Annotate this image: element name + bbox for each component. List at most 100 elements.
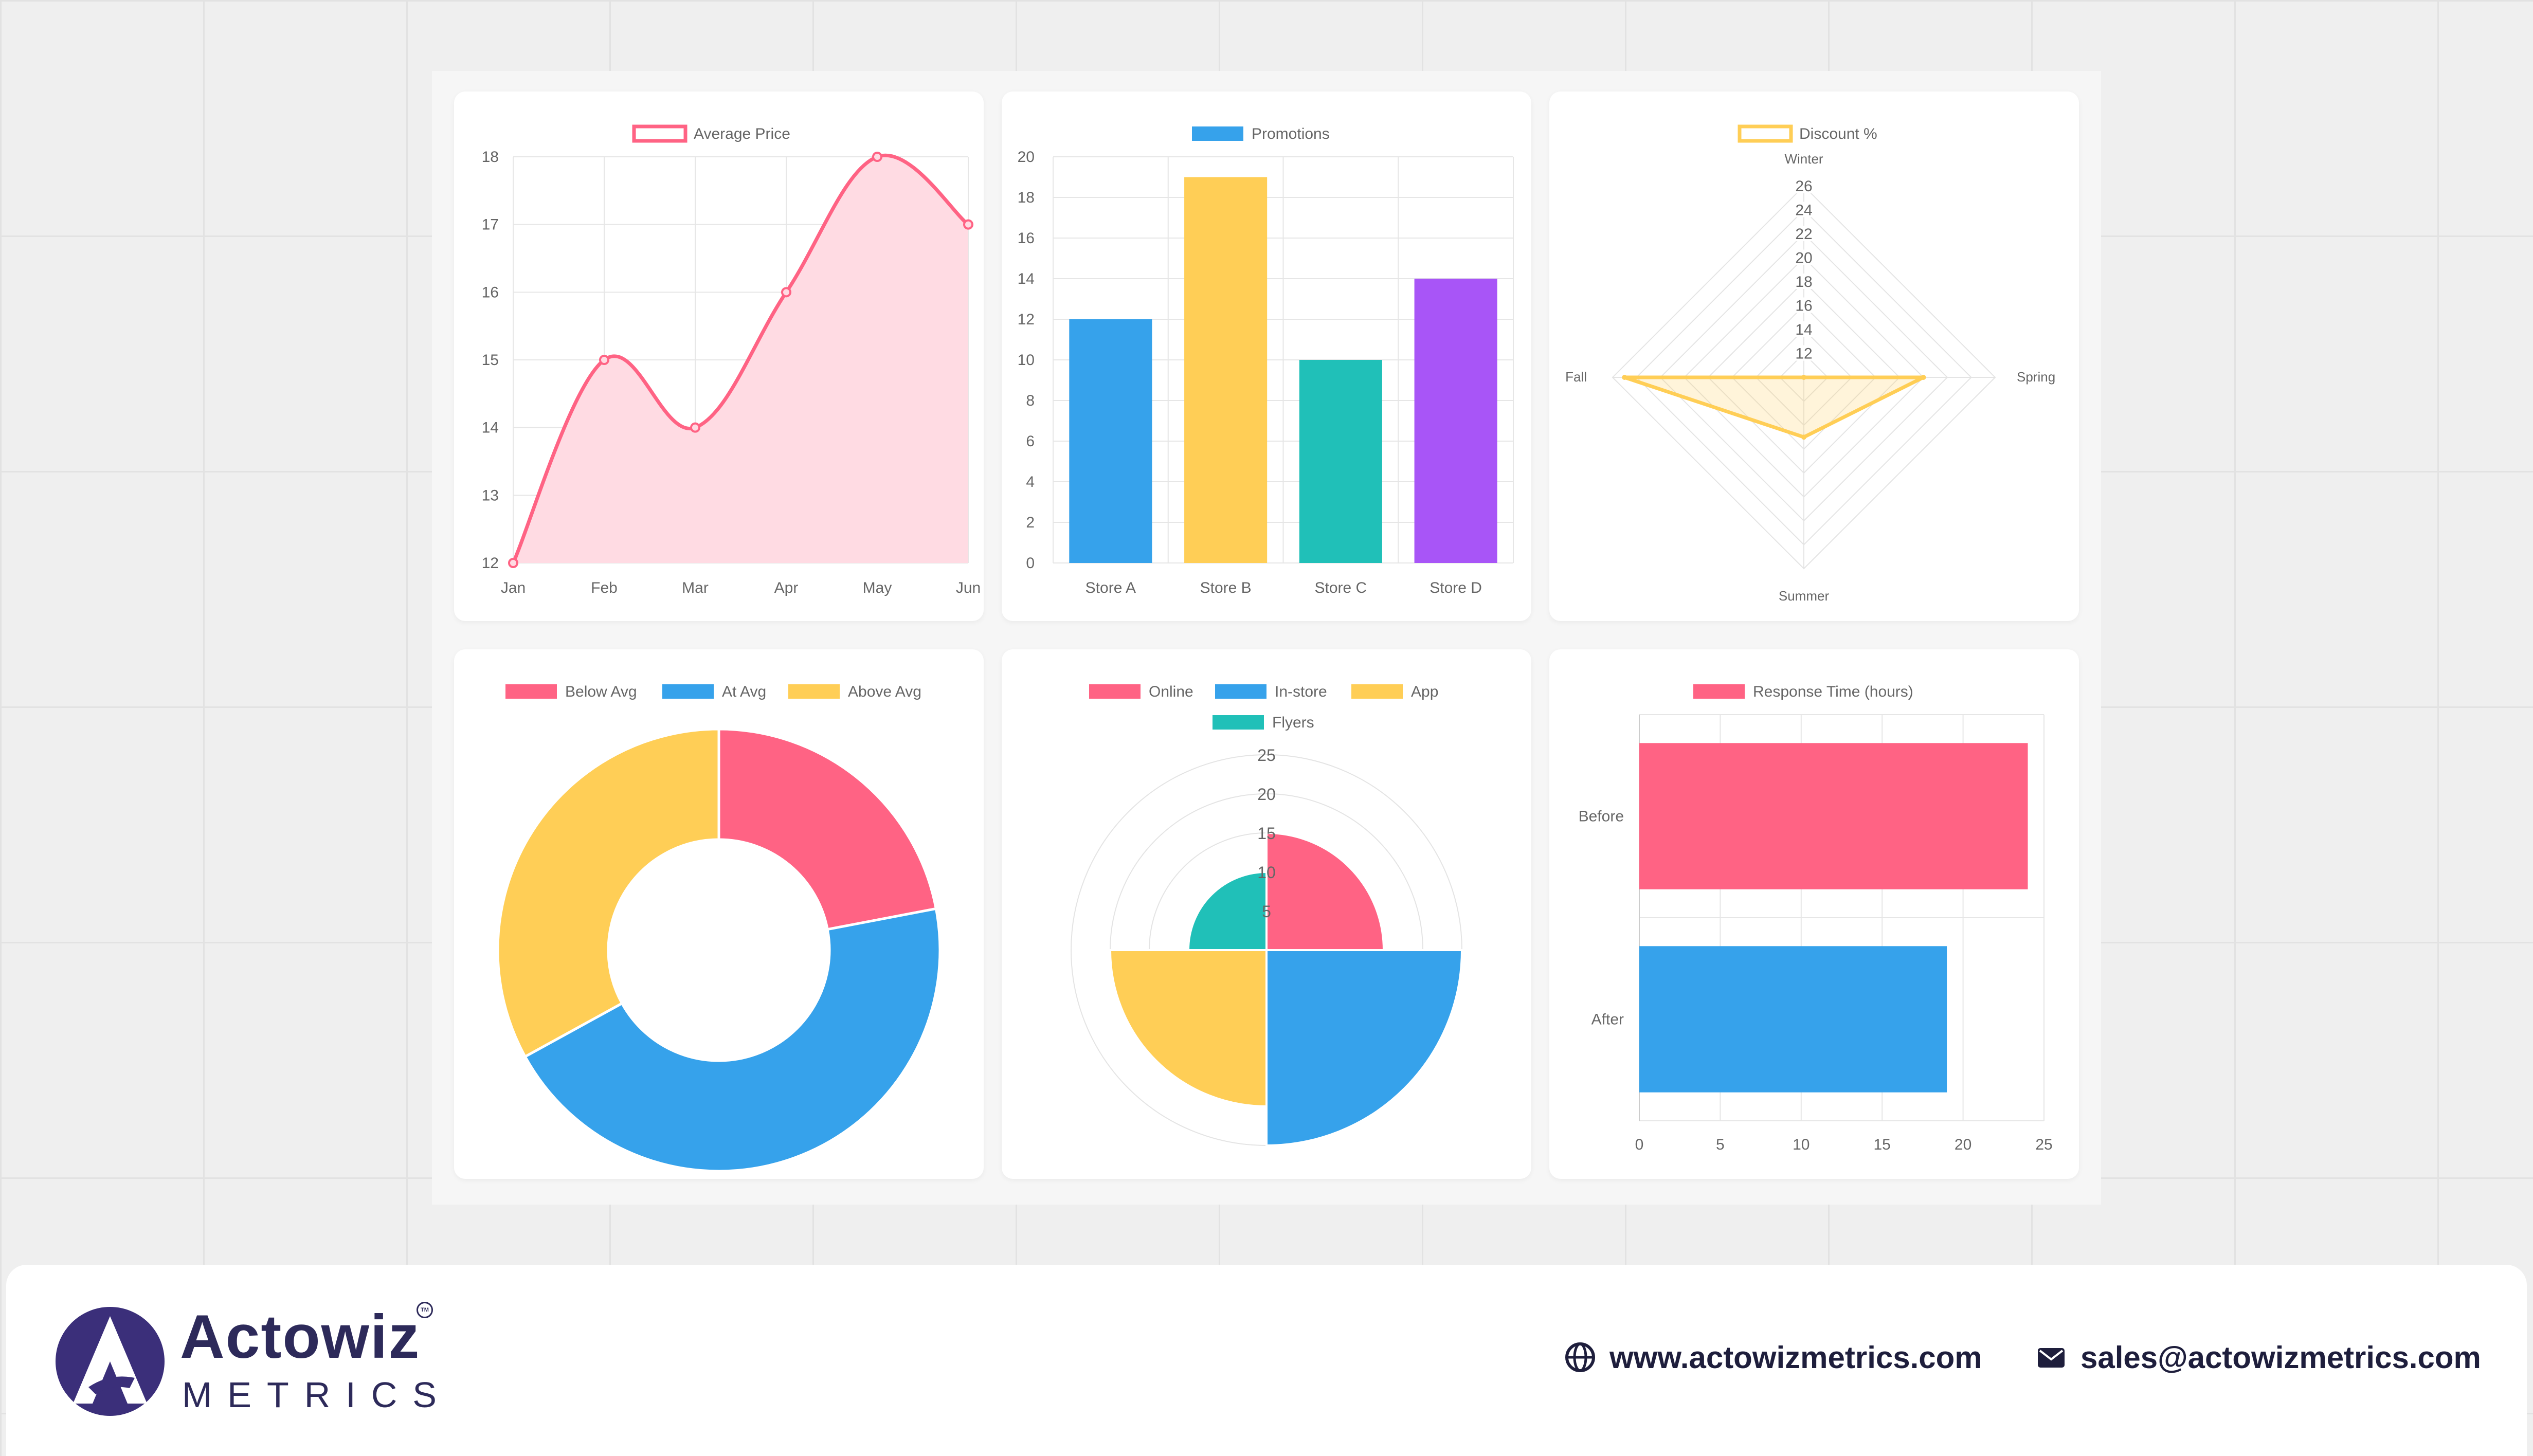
bar-xtick: Store B [1200,579,1252,596]
horizontal-bar-chart: Response Time (hours) 0 5 10 15 20 25 Before Aft… [1579,683,2053,1153]
bar-ytick: 16 [1018,230,1035,247]
email-contact[interactable]: sales@actowizmetrics.com [2035,1339,2481,1375]
bar-ytick: 8 [1026,392,1035,409]
bar-ytick: 18 [1018,189,1035,206]
line-point [599,355,609,365]
radar-point [1801,375,1806,380]
doughnut-legend-2-swatch [788,684,840,699]
hbar-xtick: 0 [1635,1136,1644,1153]
radar-chart: Discount % 12 14 16 18 20 22 24 26 Winter Spring Su… [1565,124,2055,604]
radar-tick-backdrop [1792,321,1816,337]
radar-label-summer: Summer [1779,588,1830,604]
polar-slice-app [1109,949,1268,1108]
radar-tick-backdrop [1792,249,1816,265]
line-ytick: 13 [482,487,499,504]
line-xtick: May [863,579,892,596]
radar-tick: 12 [1795,345,1812,362]
hbar-xtick: 25 [2035,1136,2052,1153]
radar-label-fall: Fall [1565,369,1587,385]
radar-tick-backdrop [1792,226,1816,241]
line-xtick: Apr [774,579,799,596]
radar-tick-backdrop [1792,202,1816,217]
radar-tick: 16 [1795,298,1812,315]
bar-store-b [1184,177,1268,563]
polar-area-chart: Online In-store App Flyers 5 10 15 20 25 [1071,683,1463,1147]
doughnut-legend-2-label: Above Avg [848,683,921,700]
hbar-ytick: After [1591,1011,1624,1028]
radar-tick: 26 [1795,178,1812,195]
line-xtick: Feb [591,579,618,596]
radar-legend-swatch [1738,124,1793,143]
bar-xtick: Store A [1085,579,1136,596]
radar-tick: 14 [1795,321,1812,338]
line-ytick: 17 [482,216,499,233]
hbar-ytick: Before [1579,808,1624,825]
line-xtick: Mar [682,579,709,596]
doughnut-legend-1-label: At Avg [722,683,766,700]
doughnut-legend-0-swatch [505,684,557,699]
line-point [872,152,882,162]
line-chart-card: Average Price 12 13 14 15 16 17 18 Jan Feb Mar Apr M… [454,92,984,621]
hbar-bar-after [1639,946,1947,1093]
radar-tick-backdrop [1792,297,1816,313]
polar-tick: 5 [1262,902,1271,921]
hbar-chart-card: Response Time (hours) 0 5 10 15 20 25 Before Aft… [1549,649,2079,1179]
radar-label-spring: Spring [2017,369,2055,385]
radar-tick: 20 [1795,250,1812,267]
bar-ytick: 0 [1026,555,1035,572]
brand-subtitle: METRICS [182,1375,452,1415]
hbar-xtick: 20 [1955,1136,1971,1153]
polar-slice-in-store [1265,949,1463,1147]
polar-legend-3-label: Flyers [1272,714,1314,731]
doughnut-slice-below-avg [717,727,938,931]
polar-legend-1-label: In-store [1275,683,1327,700]
bar-legend-swatch [1192,126,1243,141]
radar-point [1921,375,1926,380]
hbar-bar-before [1639,743,2028,889]
bar-store-c [1299,360,1382,563]
polar-legend-0-label: Online [1149,683,1193,700]
radar-point [1801,434,1806,440]
brand-name: Actowiz [180,1302,421,1371]
radar-legend-label: Discount % [1799,125,1877,142]
line-ytick: 14 [482,420,499,436]
website-link[interactable]: www.actowizmetrics.com [1609,1340,1982,1375]
hbar-xtick: 5 [1716,1136,1725,1153]
bar-legend-label: Promotions [1252,125,1330,142]
globe-icon [1565,1342,1595,1372]
radar-tick-backdrop [1792,274,1816,289]
email-link[interactable]: sales@actowizmetrics.com [2080,1340,2481,1375]
polar-legend-1-swatch [1215,684,1266,699]
line-chart: Average Price 12 13 14 15 16 17 18 Jan Feb Mar Apr M… [482,124,981,596]
footer: Actowiz TM METRICS www.actowizmetrics.co… [6,1265,2527,1456]
radar-chart-card: Discount % 12 14 16 18 20 22 24 26 Winter Spring Su… [1549,92,2079,621]
line-xtick: Jan [501,579,526,596]
trademark-badge: TM [417,1302,433,1318]
polar-legend-3-swatch [1213,715,1264,730]
radar-label-winter: Winter [1784,151,1823,167]
radar-tick-backdrop [1792,345,1816,361]
hbar-xtick: 10 [1793,1136,1810,1153]
bar-chart: Promotions 0 2 4 6 8 10 12 14 16 18 20 Store A Store … [1018,125,1514,596]
polar-tick: 10 [1257,863,1276,882]
line-point [508,558,518,568]
polar-tick: 25 [1257,746,1276,765]
bar-ytick: 6 [1026,433,1035,450]
polar-legend-2-label: App [1411,683,1438,700]
bar-ytick: 4 [1026,474,1035,490]
doughnut-legend-0-label: Below Avg [565,683,637,700]
radar-tick-backdrop [1792,178,1816,193]
doughnut-slice-at-avg [523,907,942,1173]
radar-tick: 22 [1795,226,1812,243]
radar-tick: 18 [1795,274,1812,290]
bar-ytick: 14 [1018,270,1035,287]
bar-xtick: Store C [1315,579,1367,596]
line-ytick: 16 [482,284,499,301]
polar-legend-2-swatch [1351,684,1403,699]
polar-legend-0-swatch [1089,684,1141,699]
website-contact[interactable]: www.actowizmetrics.com [1564,1339,1982,1375]
bar-ytick: 2 [1026,514,1035,531]
radar-tick: 24 [1795,202,1812,219]
polar-tick: 20 [1257,785,1276,804]
line-point [690,422,700,433]
